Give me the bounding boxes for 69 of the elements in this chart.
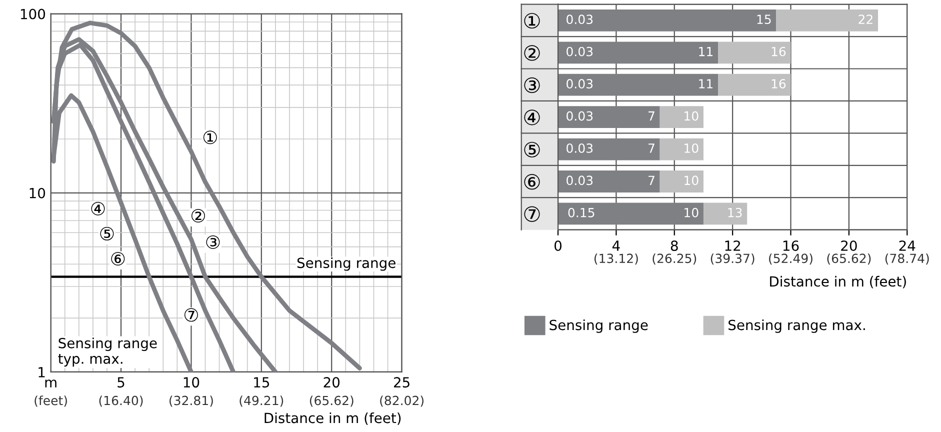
annotation: 0.03 (566, 176, 593, 186)
y-tick-label: 10 (30, 188, 46, 198)
y-tick-label: ⑦ (524, 206, 540, 222)
total-label: 10 (684, 143, 698, 153)
y-tick-label: ② (524, 45, 540, 61)
annotation: ⑦ (184, 308, 198, 322)
annotation: 0.15 (568, 208, 594, 218)
x-tick-label: 4 (612, 240, 620, 251)
annotation: 0.03 (566, 143, 593, 153)
data-label: 11 (699, 79, 713, 88)
x-tick-label: m (45, 380, 56, 388)
x2-tick-label: (13.12) (594, 253, 638, 265)
x2-tick-label: (52.49) (769, 253, 812, 265)
total-label: 22 (858, 14, 872, 24)
data-label: 7 (648, 144, 654, 153)
x2-tick-label: (65.62) (827, 253, 871, 265)
x2-tick-label: (65.62) (310, 396, 354, 407)
data-label: 10 (684, 208, 698, 218)
y-tick-label: 1 (38, 367, 45, 378)
annotation: 0.03 (566, 79, 593, 88)
x-axis-title: Distance in m (feet) (770, 276, 906, 288)
legend-label: Sensing range max. (728, 319, 865, 333)
annotation: ④ (91, 202, 105, 216)
ref-line-label: Sensing range (297, 257, 396, 271)
y-tick-label: ① (524, 12, 540, 29)
annotation: ⑤ (100, 226, 114, 240)
x-tick-label: 5 (118, 377, 124, 388)
x-tick-label: 25 (394, 377, 410, 388)
x-tick-label: 20 (841, 240, 857, 251)
annotation: 0.03 (566, 111, 593, 121)
x2-tick-label: (82.02) (380, 396, 424, 407)
data-label: 7 (648, 111, 654, 121)
x-tick-label: 20 (324, 377, 340, 388)
y-tick-label: ⑤ (524, 142, 540, 158)
total-label: 13 (728, 208, 742, 218)
y-tick-label: ③ (524, 77, 540, 93)
data-label: 7 (648, 176, 654, 185)
x2-tick-label: (39.37) (710, 253, 754, 265)
x2-tick-label: (49.21) (240, 396, 284, 407)
annotation: 0.03 (566, 46, 593, 56)
x-tick-label: 24 (899, 240, 916, 251)
x2-tick-label: (feet) (34, 396, 67, 407)
x2-tick-label: (26.25) (652, 253, 696, 265)
annotation: Sensing range typ. max. (58, 338, 157, 367)
x2-tick-label: (32.81) (170, 396, 213, 407)
x-tick-label: 8 (670, 240, 678, 251)
x2-tick-label: (16.40) (99, 396, 143, 407)
x-axis-title: Distance in m (feet) (264, 412, 401, 425)
annotation: ③ (206, 235, 220, 249)
y-tick-label: ⑥ (524, 174, 540, 190)
total-label: 16 (772, 46, 786, 56)
total-label: 16 (772, 79, 786, 88)
data-label: 11 (699, 46, 713, 56)
annotation: ① (203, 130, 217, 144)
annotation: ② (191, 209, 205, 223)
annotation: 0.03 (566, 14, 593, 24)
x-tick-label: 12 (725, 240, 740, 251)
x-tick-label: 10 (184, 377, 200, 388)
x-tick-label: 16 (783, 240, 799, 251)
total-label: 10 (684, 111, 698, 121)
annotation: ⑥ (111, 252, 125, 266)
x2-tick-label: (78.74) (885, 253, 929, 265)
total-label: 10 (684, 176, 698, 186)
y-tick-label: 100 (20, 8, 46, 20)
x-tick-label: 0 (554, 240, 562, 251)
data-label: 15 (757, 14, 771, 24)
y-tick-label: ④ (524, 110, 540, 126)
x-tick-label: 15 (254, 377, 270, 388)
legend-label: Sensing range (550, 319, 648, 333)
